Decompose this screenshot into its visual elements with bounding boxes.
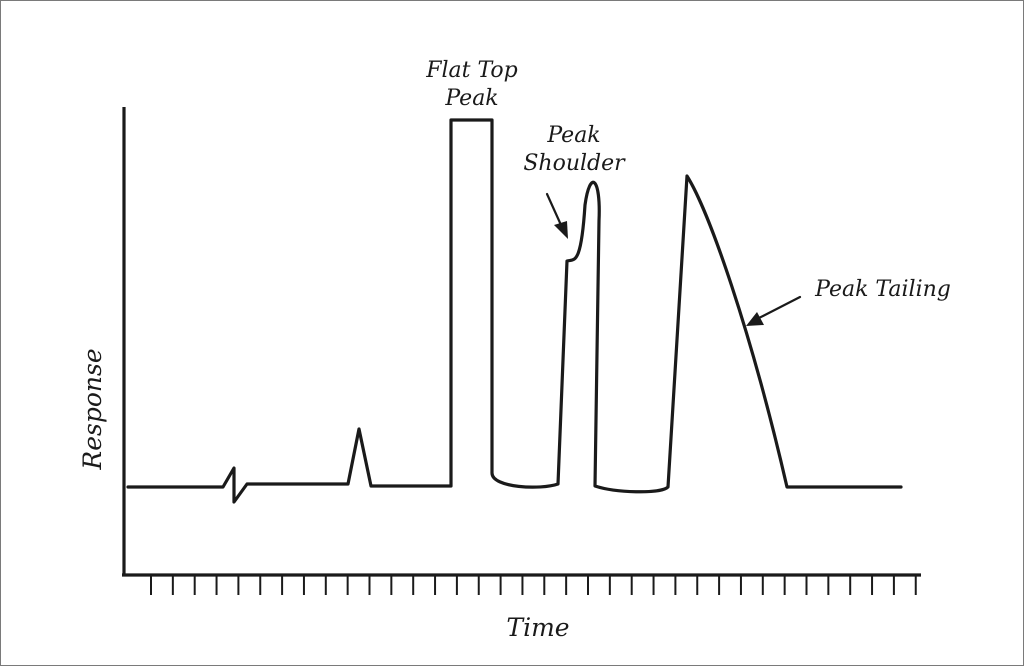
chromatogram-trace: [126, 118, 903, 504]
axes: [122, 107, 921, 595]
y-axis-label: Response: [78, 348, 107, 470]
peak-shoulder-label-line2: Shoulder: [523, 151, 626, 176]
x-axis-ticks: [150, 575, 917, 595]
flat-top-peak-label-line1: Flat Top: [425, 58, 518, 83]
shoulder-arrow: [545, 192, 568, 239]
flat-top-peak-label-line2: Peak: [444, 86, 498, 111]
x-axis-label: Time: [506, 613, 569, 642]
tailing-arrow: [746, 295, 802, 326]
peak-tailing-label: Peak Tailing: [814, 277, 951, 302]
peak-shoulder-label-line1: Peak: [546, 123, 600, 148]
